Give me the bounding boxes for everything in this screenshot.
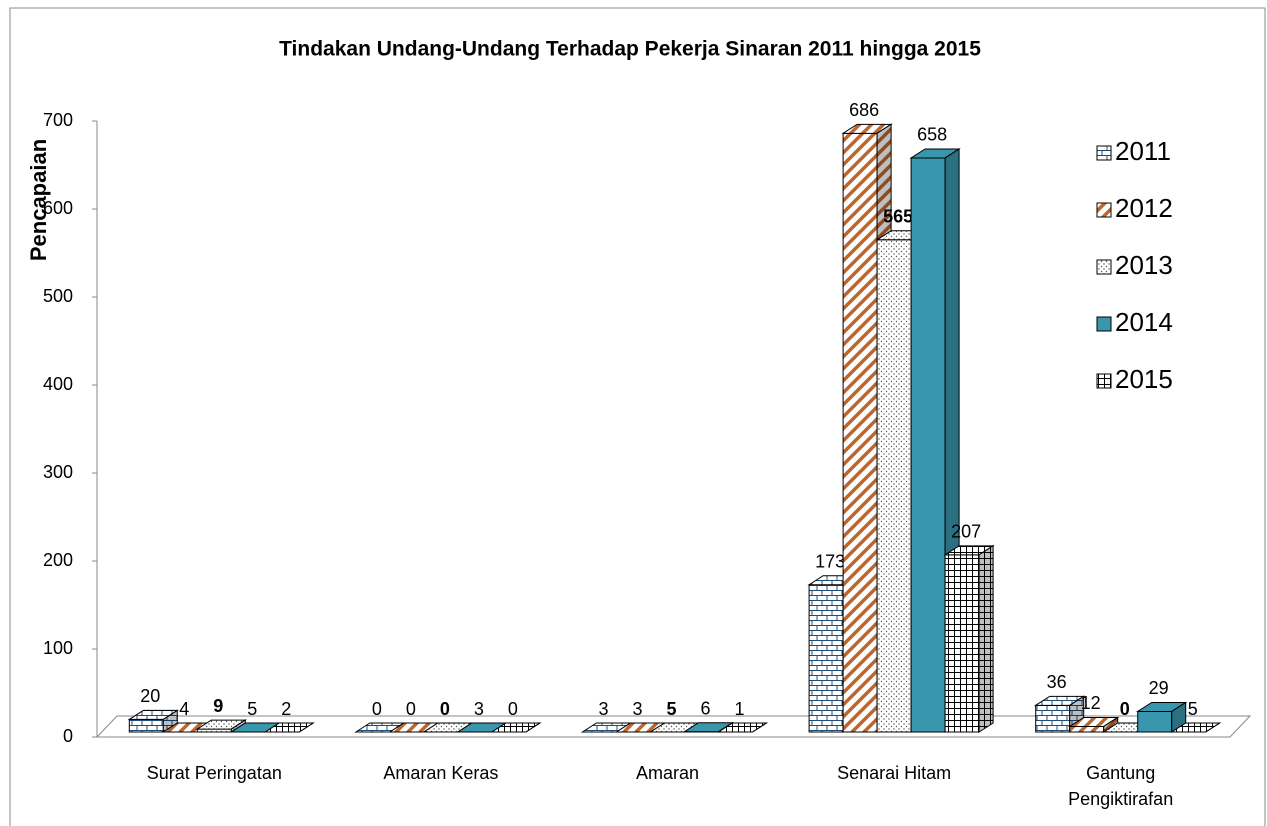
bar	[876, 239, 912, 733]
data-label: 0	[372, 699, 382, 719]
bar-side	[525, 722, 541, 733]
bar-side	[1205, 722, 1220, 733]
bar	[910, 157, 946, 733]
x-tick-label: Senarai Hitam	[837, 763, 952, 783]
data-label: 5	[666, 699, 676, 719]
chart-frame	[9, 7, 1266, 826]
bar-side-shade	[231, 720, 246, 732]
data-label: 5	[247, 699, 257, 719]
data-label: 207	[951, 522, 981, 542]
data-label: 3	[474, 699, 484, 719]
data-label: 3	[632, 699, 642, 719]
data-label: 29	[1149, 678, 1169, 698]
data-label: 3	[598, 699, 608, 719]
data-label: 658	[917, 125, 947, 145]
bar	[1069, 725, 1105, 733]
data-label: 0	[508, 699, 518, 719]
y-tick-label: 600	[43, 198, 73, 218]
bar-side-shade	[1171, 702, 1186, 732]
data-label: 6	[700, 698, 710, 718]
data-label: 0	[440, 699, 450, 719]
bar-side-shade	[1103, 717, 1118, 732]
data-label: 1	[734, 699, 744, 719]
y-tick-label: 100	[43, 638, 73, 658]
bar-side-shade	[979, 545, 994, 732]
data-label: 0	[1120, 699, 1130, 719]
legend-swatch	[1096, 145, 1112, 161]
data-label: 0	[406, 699, 416, 719]
legend-label: 2011	[1115, 136, 1171, 166]
bar	[944, 554, 980, 733]
x-tick-label: Amaran	[635, 763, 700, 783]
legend-swatch	[1096, 259, 1112, 275]
bar	[1035, 704, 1071, 733]
x-tick-label: Surat Peringatan	[146, 763, 282, 783]
legend-swatch	[1096, 202, 1112, 218]
y-axis-label: Pencapaian	[26, 139, 51, 261]
data-label: 36	[1047, 672, 1067, 692]
data-label: 173	[815, 552, 845, 572]
legend-label: 2015	[1115, 364, 1173, 394]
y-tick-label: 700	[43, 110, 73, 130]
bar	[1137, 710, 1173, 733]
floor	[96, 715, 1252, 738]
bar-side	[752, 722, 767, 733]
y-tick-label: 200	[43, 550, 73, 570]
data-label: 4	[179, 699, 189, 719]
bar-side	[978, 544, 994, 733]
bar	[808, 584, 844, 733]
legend-label: 2013	[1115, 250, 1173, 280]
y-tick-label: 300	[43, 462, 73, 482]
data-label: 686	[849, 100, 879, 120]
legend-swatch	[1096, 373, 1112, 389]
data-label: 9	[213, 696, 223, 716]
data-label: 2	[281, 699, 291, 719]
y-tick-label: 400	[43, 374, 73, 394]
x-tick-label: Amaran Keras	[383, 763, 499, 783]
y-tick-label: 0	[63, 726, 73, 746]
legend-swatch	[1096, 316, 1112, 332]
bar-side-shade	[163, 710, 178, 732]
legend-label: 2012	[1115, 193, 1173, 223]
data-label: 20	[140, 686, 160, 706]
chart-title: Tindakan Undang-Undang Terhadap Pekerja …	[279, 38, 981, 61]
bar	[128, 718, 164, 733]
data-label: 565	[883, 207, 913, 227]
bar-side	[299, 722, 314, 733]
data-label: 12	[1081, 693, 1101, 713]
legend-label: 2014	[1115, 307, 1173, 337]
x-tick-label: Gantung Pengiktirafan	[1068, 763, 1174, 809]
data-label: 5	[1188, 699, 1198, 719]
y-tick-label: 500	[43, 286, 73, 306]
bar	[842, 132, 878, 733]
